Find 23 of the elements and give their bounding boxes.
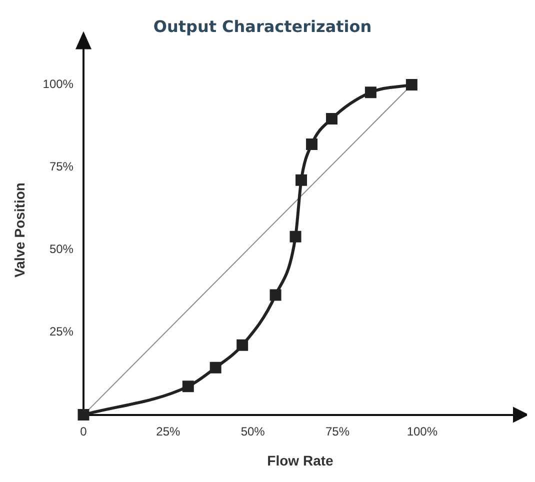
point bbox=[236, 339, 248, 351]
point bbox=[406, 79, 418, 91]
point bbox=[296, 174, 308, 186]
x-axis-title: Flow Rate bbox=[267, 452, 334, 468]
y-axis-title: Valve Position bbox=[11, 182, 28, 278]
y-tick-label: 25% bbox=[49, 324, 74, 339]
point bbox=[290, 230, 302, 242]
x-tick-label: 25% bbox=[156, 424, 180, 438]
point bbox=[306, 138, 318, 150]
point bbox=[326, 113, 338, 125]
x-tick-label: 0 bbox=[80, 424, 88, 438]
point bbox=[78, 409, 90, 421]
y-tick-label: 75% bbox=[49, 160, 74, 174]
x-tick-label: 75% bbox=[325, 424, 350, 438]
chart-title: Output Characterization bbox=[153, 16, 372, 36]
point bbox=[210, 362, 222, 374]
point bbox=[270, 289, 282, 301]
y-tick-label: 50% bbox=[49, 242, 74, 256]
point bbox=[182, 380, 194, 392]
y-tick-label: 100% bbox=[42, 77, 74, 92]
x-tick-label: 50% bbox=[240, 424, 266, 438]
x-tick-label: 100% bbox=[406, 424, 438, 438]
point bbox=[364, 86, 376, 98]
